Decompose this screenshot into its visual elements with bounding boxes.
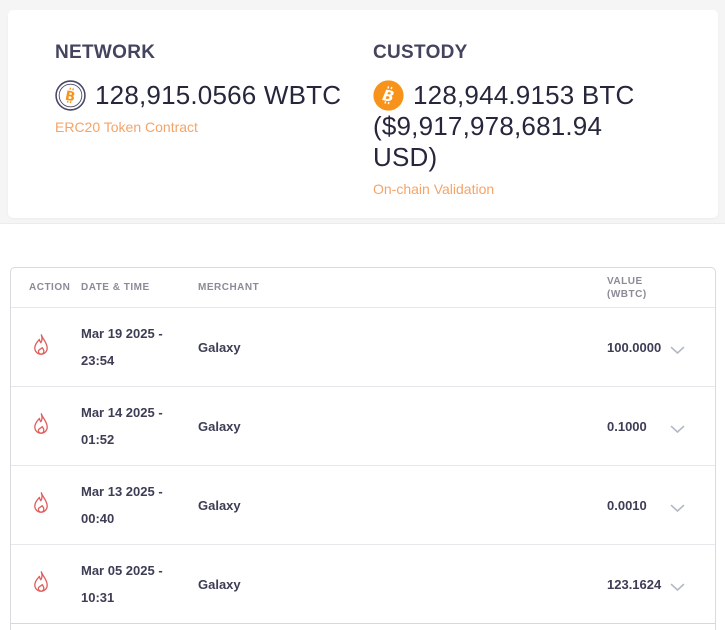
svg-text:B: B xyxy=(64,89,77,106)
row-time: 00:40 xyxy=(81,511,115,526)
summary-band: NETWORK B 128,915.0566 WBTC xyxy=(0,0,725,224)
chevron-down-icon[interactable] xyxy=(670,422,685,433)
row-merchant: Galaxy xyxy=(198,339,241,355)
btc-icon: B xyxy=(373,80,404,111)
chevron-down-icon[interactable] xyxy=(670,343,685,354)
table-header-row: ACTION DATE & TIME MERCHANT VALUE (WBTC) xyxy=(11,268,715,308)
burn-flame-icon xyxy=(29,570,53,596)
network-panel: NETWORK B 128,915.0566 WBTC xyxy=(55,40,360,137)
network-amount-text: 128,915.0566 WBTC xyxy=(95,80,342,110)
header-merchant: MERCHANT xyxy=(198,282,260,293)
network-title: NETWORK xyxy=(55,42,156,63)
table-row: Mar 05 2025 - 10:31 Galaxy 123.1624 xyxy=(11,545,715,624)
row-date: Mar 19 2025 - xyxy=(81,326,163,341)
chevron-down-icon[interactable] xyxy=(670,580,685,591)
row-value: 0.1000 xyxy=(607,418,647,434)
burn-flame-icon xyxy=(29,412,53,438)
row-merchant: Galaxy xyxy=(198,418,241,434)
row-merchant: Galaxy xyxy=(198,497,241,513)
row-value: 100.0000 xyxy=(607,339,662,355)
row-time: 23:54 xyxy=(81,353,115,368)
header-date-time: DATE & TIME xyxy=(81,282,150,293)
svg-text:B: B xyxy=(381,86,396,106)
table-row: Mar 13 2025 - 00:40 Galaxy 0.0010 xyxy=(11,466,715,545)
row-time: 10:31 xyxy=(81,590,115,605)
table-row: Mar 19 2025 - 23:54 Galaxy 100.0000 xyxy=(11,308,715,387)
chevron-down-icon[interactable] xyxy=(670,501,685,512)
custody-title: CUSTODY xyxy=(373,42,468,63)
burn-flame-icon xyxy=(29,491,53,517)
row-time: 01:52 xyxy=(81,432,115,447)
row-date: Mar 14 2025 - xyxy=(81,405,163,420)
summary-card: NETWORK B 128,915.0566 WBTC xyxy=(8,10,718,218)
header-value: VALUE (WBTC) xyxy=(607,275,647,300)
custody-amount-text: 128,944.9153 BTC ($9,917,978,681.94 USD) xyxy=(373,80,635,172)
row-value: 123.1624 xyxy=(607,576,662,592)
burn-flame-icon xyxy=(29,333,53,359)
table-row: Mar 14 2025 - 01:52 Galaxy 0.1000 xyxy=(11,387,715,466)
erc20-contract-link[interactable]: ERC20 Token Contract xyxy=(55,119,198,135)
row-value: 0.0010 xyxy=(607,497,647,513)
transactions-section: ACTION DATE & TIME MERCHANT VALUE (WBTC) xyxy=(0,224,725,630)
header-action: ACTION xyxy=(29,282,71,293)
onchain-validation-link[interactable]: On-chain Validation xyxy=(373,181,495,197)
table-body: Mar 19 2025 - 23:54 Galaxy 100.0000 xyxy=(11,308,715,624)
wbtc-icon: B xyxy=(55,80,86,111)
row-date: Mar 13 2025 - xyxy=(81,484,163,499)
network-amount: B 128,915.0566 WBTC xyxy=(55,80,360,111)
custody-panel: CUSTODY B 128,944.9153 BTC ($9,917,978,6… xyxy=(373,40,669,199)
transactions-table: ACTION DATE & TIME MERCHANT VALUE (WBTC) xyxy=(10,267,716,630)
row-merchant: Galaxy xyxy=(198,576,241,592)
row-date: Mar 05 2025 - xyxy=(81,563,163,578)
custody-amount: B 128,944.9153 BTC ($9,917,978,681.94 US… xyxy=(373,80,669,173)
